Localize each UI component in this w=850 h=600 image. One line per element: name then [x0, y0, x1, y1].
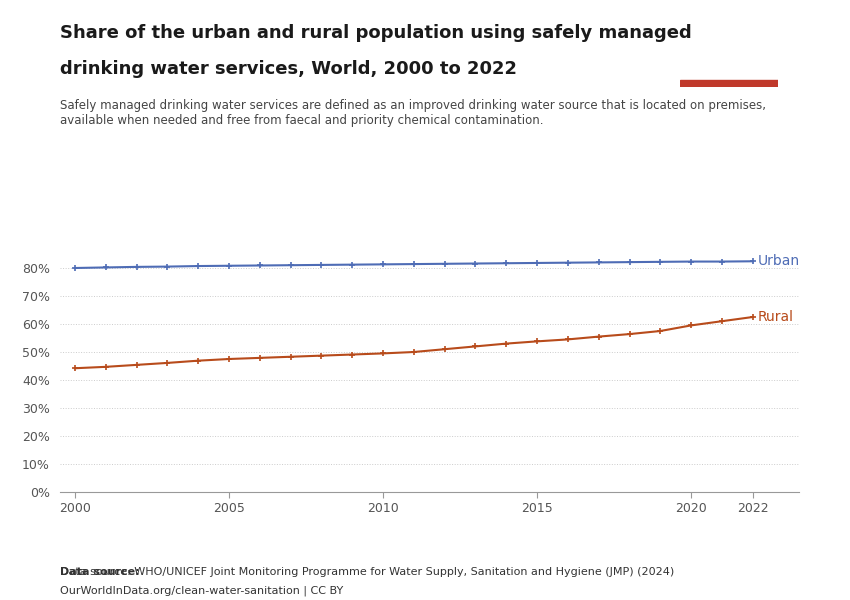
Text: drinking water services, World, 2000 to 2022: drinking water services, World, 2000 to … [60, 60, 517, 78]
Text: Urban: Urban [757, 254, 800, 268]
Text: Safely managed drinking water services are defined as an improved drinking water: Safely managed drinking water services a… [60, 99, 766, 127]
Text: Data source:: Data source: [60, 567, 139, 577]
Text: OurWorldInData.org/clean-water-sanitation | CC BY: OurWorldInData.org/clean-water-sanitatio… [60, 585, 343, 595]
Text: Data source: WHO/UNICEF Joint Monitoring Programme for Water Supply, Sanitation : Data source: WHO/UNICEF Joint Monitoring… [60, 567, 674, 577]
Text: Share of the urban and rural population using safely managed: Share of the urban and rural population … [60, 24, 691, 42]
Bar [680, 80, 778, 87]
Text: Our World: Our World [699, 39, 758, 49]
Text: in Data: in Data [707, 55, 750, 65]
Text: Rural: Rural [757, 310, 793, 324]
